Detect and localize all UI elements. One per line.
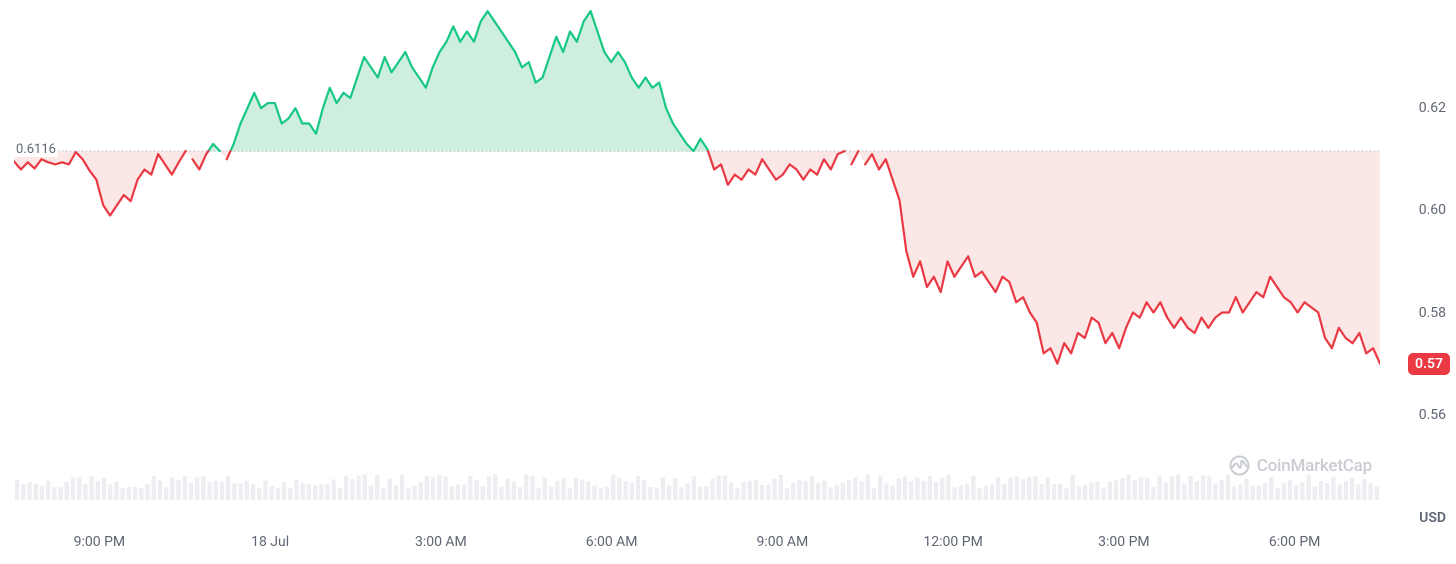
x-tick-label: 3:00 PM	[1098, 534, 1150, 550]
y-tick-label: 0.58	[1419, 305, 1446, 321]
y-axis: 0.56 0.58 0.60 0.62	[1400, 6, 1456, 476]
x-tick-label: 9:00 AM	[756, 534, 808, 550]
price-line	[14, 6, 1380, 476]
x-tick-label: 6:00 PM	[1269, 534, 1321, 550]
plot-area[interactable]: 0.6116	[14, 6, 1380, 476]
y-tick-label: 0.60	[1419, 202, 1446, 218]
x-tick-label: 9:00 PM	[74, 534, 126, 550]
x-tick-label: 12:00 PM	[923, 534, 982, 550]
baseline-price-label: 0.6116	[14, 142, 58, 157]
watermark: CoinMarketCap	[1229, 455, 1372, 476]
x-tick-label: 6:00 AM	[586, 534, 638, 550]
cmc-logo-icon	[1229, 455, 1250, 476]
volume-bars	[14, 474, 1380, 500]
x-axis: 9:00 PM 18 Jul 3:00 AM 6:00 AM 9:00 AM 12:00 …	[14, 534, 1380, 558]
x-tick-label: 3:00 AM	[415, 534, 467, 550]
currency-label: USD	[1419, 510, 1446, 526]
current-price-badge: 0.57	[1408, 353, 1450, 375]
price-chart[interactable]: 0.6116 0.56 0.58 0.60 0.62 0.57 USD 9:00 PM…	[0, 0, 1456, 564]
y-tick-label: 0.56	[1419, 407, 1446, 423]
y-tick-label: 0.62	[1419, 100, 1446, 116]
watermark-text: CoinMarketCap	[1257, 456, 1372, 476]
x-tick-label: 18 Jul	[251, 534, 289, 550]
